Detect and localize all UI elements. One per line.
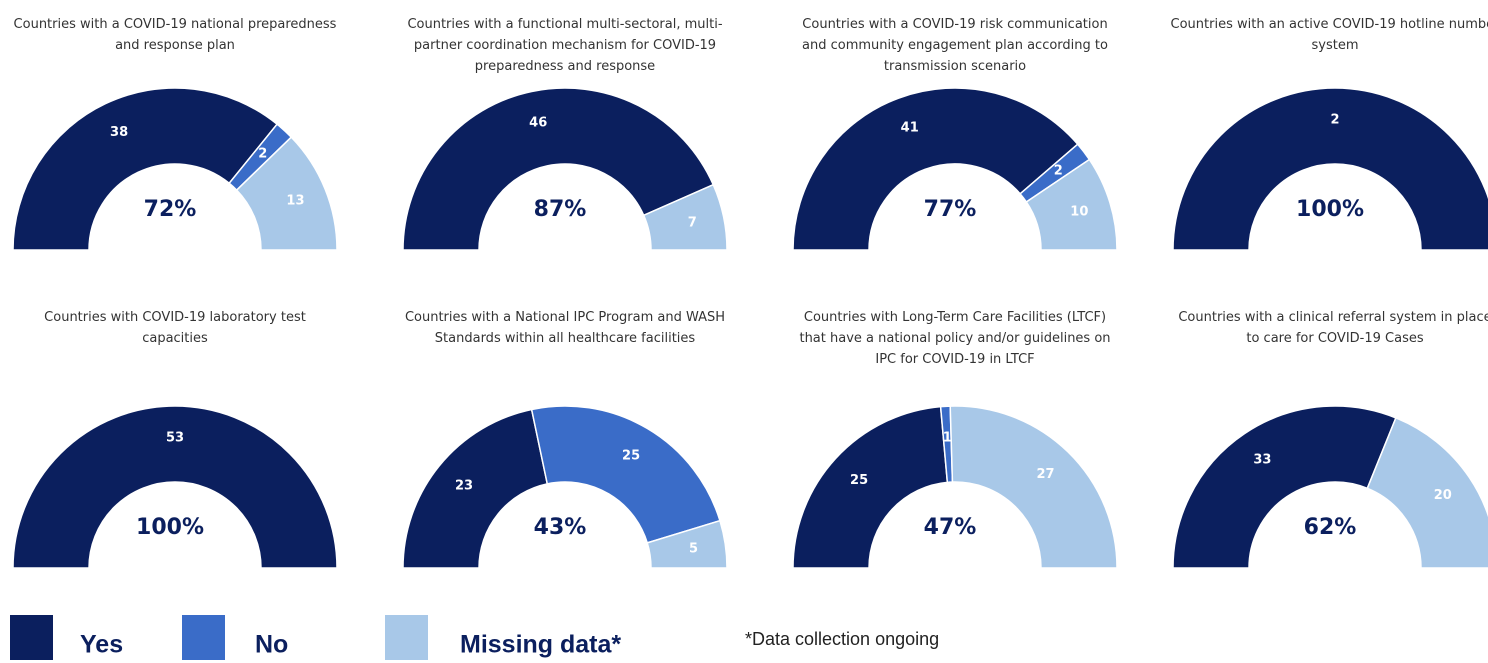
segment-label: 2 xyxy=(1054,164,1063,179)
segment-label: 27 xyxy=(1037,467,1055,482)
segment xyxy=(1172,87,1488,251)
legend-label: Yes xyxy=(80,631,123,659)
center-label: 47% xyxy=(924,515,977,540)
segment xyxy=(12,87,279,251)
segment xyxy=(1366,416,1488,569)
center-label: 72% xyxy=(144,197,197,222)
segment-label: 41 xyxy=(901,121,919,136)
segment xyxy=(646,519,728,569)
center-label: 77% xyxy=(924,197,977,222)
center-label: 100% xyxy=(136,515,204,540)
segment-label: 2 xyxy=(258,147,267,162)
legend-label: No xyxy=(255,631,288,659)
segment-label: 23 xyxy=(455,479,473,494)
chart-title: Countries with a functional multi-sector… xyxy=(407,17,723,74)
footnote: *Data collection ongoing xyxy=(745,629,939,649)
segment xyxy=(530,405,721,544)
chart-title: Countries with a clinical referral syste… xyxy=(1178,310,1488,346)
center-label: 62% xyxy=(1304,515,1357,540)
center-label: 87% xyxy=(534,197,587,222)
legend-swatch xyxy=(385,615,428,660)
chart-title: Countries with a COVID-19 national prepa… xyxy=(13,17,337,53)
segment-label: 25 xyxy=(622,449,640,464)
center-label: 43% xyxy=(534,515,587,540)
segment-label: 33 xyxy=(1253,453,1271,468)
chart-title: Countries with COVID-19 laboratory test … xyxy=(44,310,306,346)
segment-label: 7 xyxy=(688,216,697,231)
chart-title: Countries with a National IPC Program an… xyxy=(404,310,726,346)
segment-label: 53 xyxy=(166,431,184,446)
segment-label: 10 xyxy=(1070,205,1088,220)
segment xyxy=(1025,158,1118,251)
segment-label: 1 xyxy=(943,431,952,446)
segment-label: 2 xyxy=(1330,113,1339,128)
segment xyxy=(402,87,715,251)
segment xyxy=(642,183,728,251)
segment xyxy=(792,87,1079,251)
segment-label: 46 xyxy=(529,115,547,130)
segment xyxy=(235,136,338,251)
segment xyxy=(1172,405,1397,569)
segment-label: 13 xyxy=(286,194,304,209)
segment-label: 5 xyxy=(689,541,698,556)
chart-title: Countries with a COVID-19 risk communica… xyxy=(802,17,1108,74)
chart-title: Countries with an active COVID-19 hotlin… xyxy=(1170,17,1488,53)
segment xyxy=(12,405,338,569)
chart-title: Countries with Long-Term Care Facilities… xyxy=(799,310,1111,367)
segment xyxy=(949,405,1118,569)
segment xyxy=(402,408,549,569)
segment xyxy=(792,405,949,569)
legend-swatch xyxy=(10,615,53,660)
segment-label: 38 xyxy=(110,125,128,140)
segment-label: 25 xyxy=(850,473,868,488)
legend-swatch xyxy=(182,615,225,660)
segment-label: 20 xyxy=(1434,488,1452,503)
center-label: 100% xyxy=(1296,197,1364,222)
legend-label: Missing data* xyxy=(460,631,621,659)
